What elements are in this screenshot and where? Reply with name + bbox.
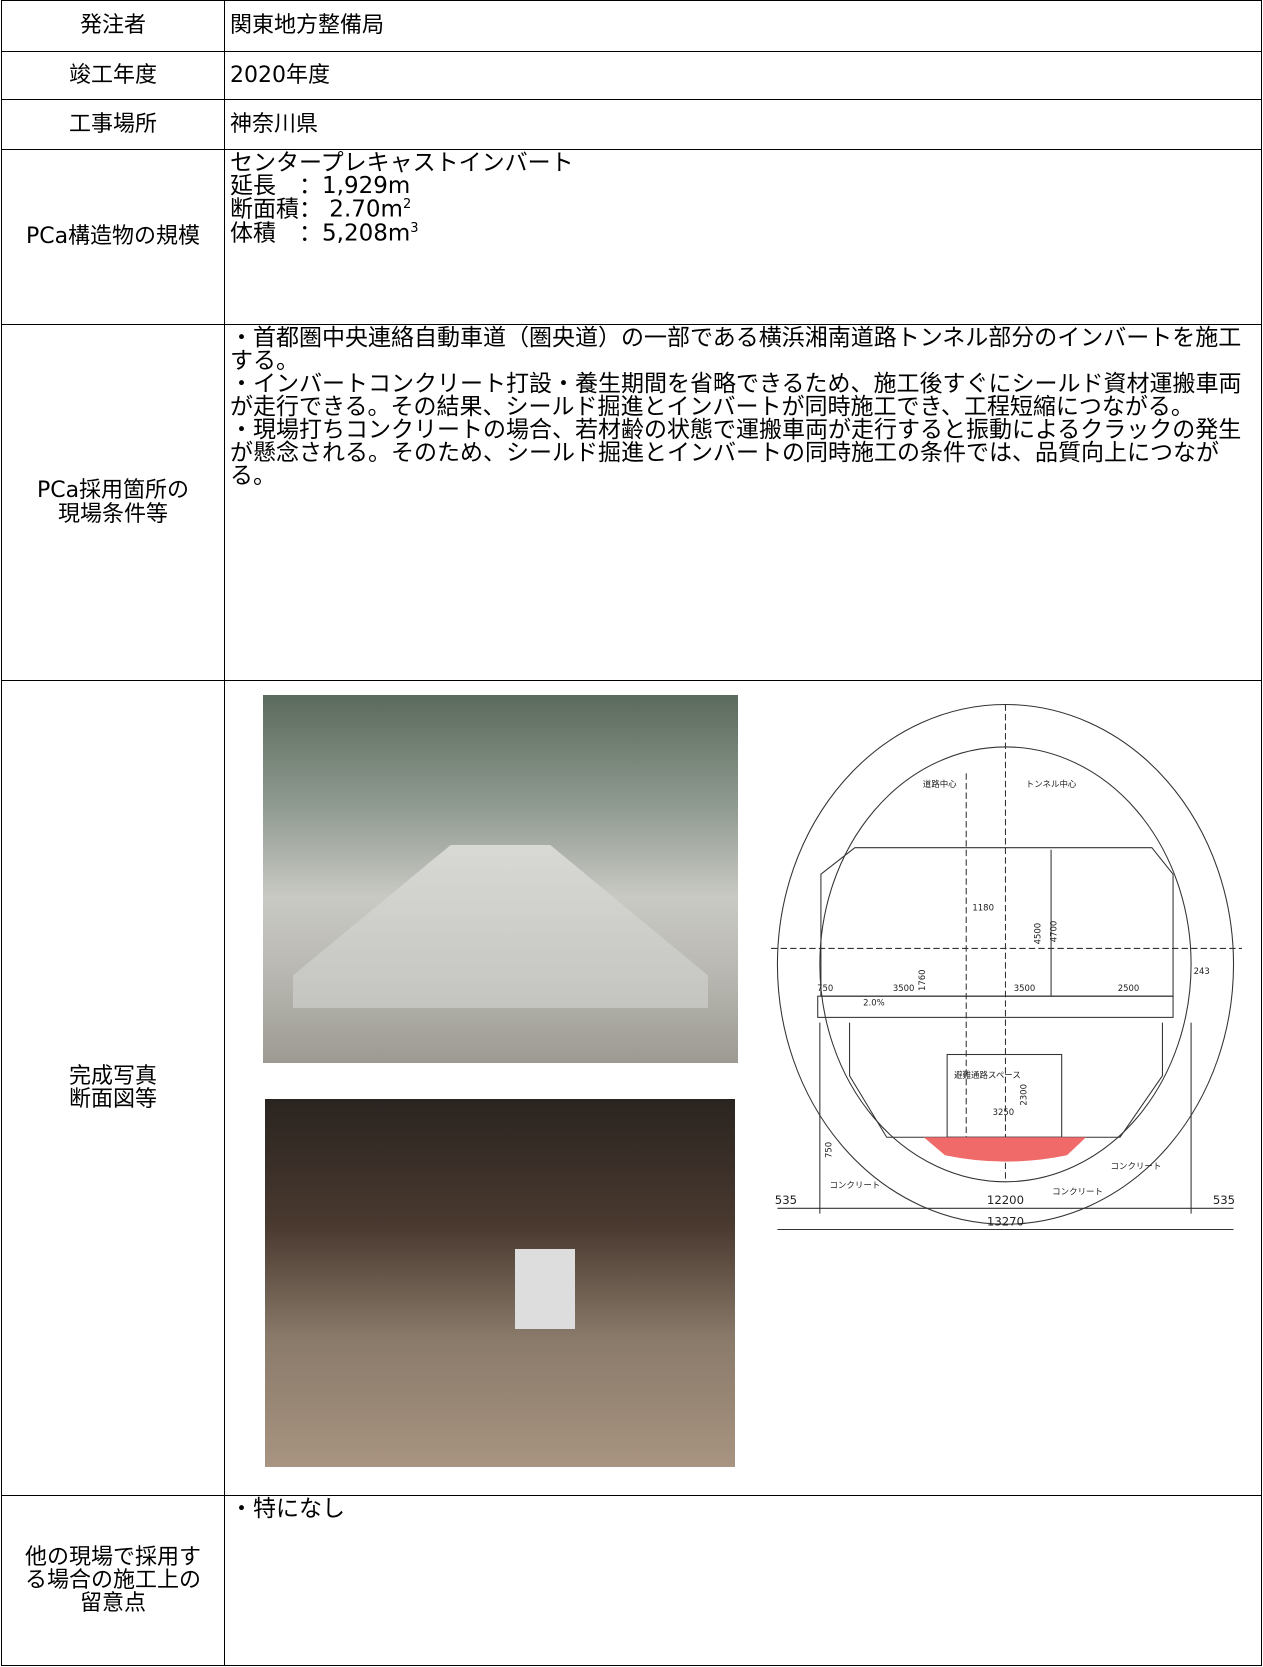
line: 体積 ：5,208m3 (230, 222, 1255, 246)
value: 神奈川県 (224, 99, 1262, 150)
dim-label: 535 (775, 1193, 797, 1207)
notes-cell: ・特になし (224, 1495, 1262, 1666)
vehicle (515, 1249, 575, 1329)
label-line: 留意点 (79, 1591, 146, 1617)
dim-label: コンクリート (1111, 1161, 1162, 1171)
dim-label: 3500 (1014, 983, 1036, 993)
dim-label: 12200 (987, 1193, 1024, 1207)
label: PCa構造物の規模 (1, 149, 225, 325)
cross-section: 道路中心 トンネル中心 1180 4500 4700 750 3500 1760… (770, 703, 1242, 1231)
label: 他の現場で採用す る場合の施工上の 留意点 (1, 1495, 225, 1666)
label-line: 他の現場で採用す (24, 1544, 201, 1570)
label-line: る場合の施工上の (24, 1567, 201, 1593)
scale-cell: センタープレキャストインバート 延長 ：1,929m 断面積： 2.70m2 体… (224, 149, 1262, 325)
concrete-fill (923, 1137, 1087, 1162)
dim-label: 1760 (917, 969, 927, 991)
dim-label: 2.0% (863, 998, 885, 1008)
dim-label: 1180 (972, 902, 994, 912)
line: 延長 ：1,929m (230, 173, 411, 199)
photo-invert (263, 695, 738, 1063)
dim-label: 2500 (1118, 983, 1140, 993)
label-line: 断面図等 (68, 1087, 157, 1112)
dim-label: コンクリート (1052, 1187, 1103, 1197)
conditions-cell: ・首都圏中央連絡自動車道（圏央道）の一部である横浜湘南道路トンネル部分のインバー… (224, 324, 1262, 681)
dim-label: 750 (817, 983, 833, 993)
dim-label: 2300 (1019, 1084, 1029, 1106)
paragraph: ・インバートコンクリート打設・養生期間を省略できるため、施工後すぐにシールド資材… (230, 371, 1242, 420)
dim-label: 750 (824, 1142, 834, 1158)
dim-label: 4500 (1032, 923, 1042, 945)
value: 2020年度 (224, 51, 1262, 100)
label: 完成写真 断面図等 (1, 680, 225, 1496)
dim-label: 243 (1194, 966, 1210, 976)
precast-slab (293, 845, 708, 1008)
label-line: 完成写真 (68, 1063, 157, 1089)
label: 工事場所 (1, 99, 225, 150)
paragraph: ・首都圏中央連絡自動車道（圏央道）の一部である横浜湘南道路トンネル部分のインバー… (230, 325, 1242, 374)
value: 関東地方整備局 (224, 0, 1262, 52)
photo-vehicle (265, 1099, 735, 1467)
text: 体積 ：5,208m (230, 220, 411, 247)
dim-label: コンクリート (829, 1180, 880, 1190)
label-line: 現場条件等 (57, 501, 168, 527)
dim-label: 4700 (1048, 921, 1058, 943)
line: センタープレキャストインバート (230, 150, 574, 176)
dim-label: 道路中心 (923, 779, 957, 789)
label: 竣工年度 (1, 51, 225, 100)
photo-cell: 道路中心 トンネル中心 1180 4500 4700 750 3500 1760… (224, 680, 1262, 1496)
sup: 3 (410, 220, 419, 236)
paragraph: ・特になし (230, 1496, 345, 1522)
sup: 2 (402, 197, 412, 212)
label-line: PCa採用箇所の (36, 478, 190, 504)
dim-label: トンネル中心 (1026, 779, 1077, 789)
dim-label: 535 (1213, 1193, 1235, 1207)
label: PCa採用箇所の 現場条件等 (1, 324, 225, 681)
dim-label: 13270 (987, 1214, 1024, 1228)
line: 断面積： 2.70m2 (230, 198, 1255, 222)
dim-label: 避難通路スペース (954, 1070, 1021, 1080)
paragraph: ・現場打ちコンクリートの場合、若材齢の状態で運搬車両が走行すると振動によるクラッ… (230, 417, 1242, 489)
dim-label: 3500 (893, 983, 915, 993)
label: 発注者 (1, 0, 225, 52)
dim-label: 3250 (993, 1107, 1015, 1117)
text: 断面積： 2.70m (230, 196, 403, 223)
